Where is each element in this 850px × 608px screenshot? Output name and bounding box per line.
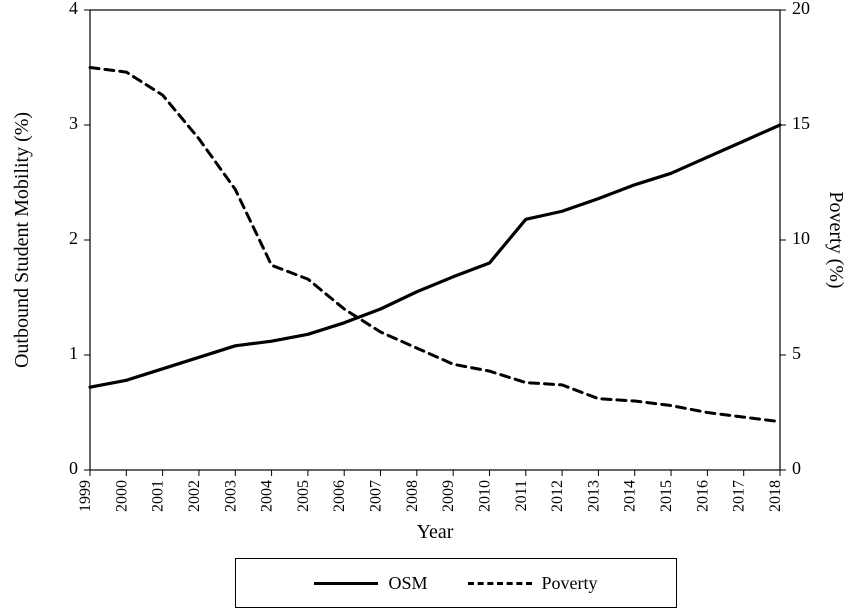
x-tick-label: 2001 [150, 480, 167, 512]
x-tick-label: 2002 [186, 480, 203, 512]
x-tick-label: 2012 [549, 480, 566, 512]
legend: OSM Poverty [235, 558, 677, 608]
yleft-tick-label: 1 [69, 343, 78, 363]
x-tick-label: 2007 [368, 480, 385, 512]
yright-tick-label: 20 [792, 0, 810, 18]
x-tick-label: 2014 [622, 480, 639, 512]
x-tick-label: 2005 [295, 480, 312, 512]
yleft-tick-label: 0 [69, 458, 78, 478]
x-tick-label: 2011 [513, 480, 530, 511]
x-tick-label: 2006 [331, 480, 348, 512]
x-tick-label: 2008 [404, 480, 421, 512]
x-tick-label: 2000 [113, 480, 130, 512]
legend-label-osm: OSM [388, 573, 427, 594]
x-tick-label: 2016 [694, 480, 711, 512]
series-osm [90, 125, 780, 387]
x-tick-label: 2009 [440, 480, 457, 512]
yright-tick-label: 0 [792, 458, 801, 478]
x-tick-label: 2010 [476, 480, 493, 512]
x-tick-label: 2013 [585, 480, 602, 512]
legend-label-poverty: Poverty [542, 573, 598, 594]
yleft-axis-label: Outbound Student Mobility (%) [11, 112, 33, 368]
series-poverty [90, 68, 780, 422]
yleft-tick-label: 3 [69, 113, 78, 133]
x-tick-label: 2004 [259, 480, 276, 512]
legend-swatch-osm [314, 582, 378, 585]
plot-border [90, 10, 780, 470]
legend-item-osm: OSM [314, 573, 427, 594]
x-tick-label: 2015 [658, 480, 675, 512]
x-axis-label: Year [417, 521, 454, 543]
yright-tick-label: 10 [792, 228, 810, 248]
legend-swatch-poverty [468, 582, 532, 585]
x-tick-label: 2018 [767, 480, 784, 512]
yright-tick-label: 5 [792, 343, 801, 363]
yleft-tick-label: 4 [69, 0, 78, 18]
yright-tick-label: 15 [792, 113, 810, 133]
x-tick-label: 2017 [731, 480, 748, 512]
chart-svg: 0 1 2 3 4 Outbound Student Mobility (%) 0 5 10 15… [0, 0, 850, 607]
yright-axis-label: Poverty (%) [825, 191, 847, 288]
legend-item-poverty: Poverty [468, 573, 598, 594]
yleft-tick-label: 2 [69, 228, 78, 248]
x-tick-label: 2003 [222, 480, 239, 512]
chart-container: 0 1 2 3 4 Outbound Student Mobility (%) 0 5 10 15… [0, 0, 850, 607]
x-tick-label: 1999 [77, 480, 94, 512]
